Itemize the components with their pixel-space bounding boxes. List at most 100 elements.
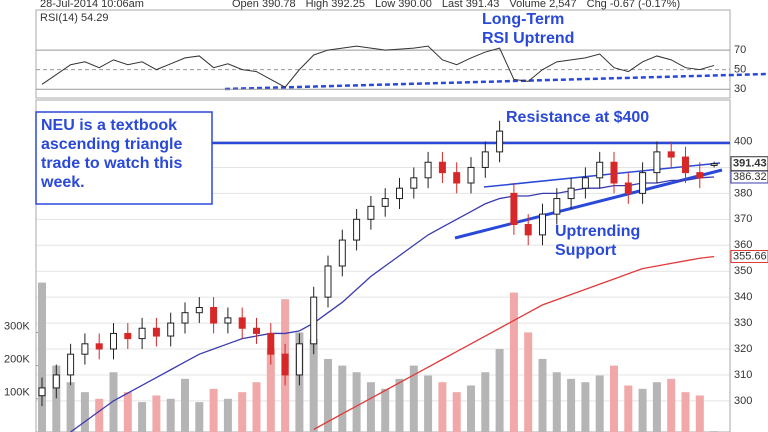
quote: Volume 2,547 xyxy=(509,0,576,10)
candle-body xyxy=(524,224,532,236)
volume-bar xyxy=(552,372,561,432)
volume-bar xyxy=(652,382,661,432)
volume-bar xyxy=(538,358,547,432)
price-panel xyxy=(35,99,731,432)
volume-bar xyxy=(595,375,604,432)
volume-bar xyxy=(209,388,218,432)
rsi-line xyxy=(41,45,715,88)
volume-bar xyxy=(52,365,61,432)
candle-body xyxy=(539,213,546,236)
volume-bar xyxy=(166,398,175,432)
last-box xyxy=(730,156,768,172)
candle-body xyxy=(124,332,132,340)
quote: Chg -0.67 (-0.17%) xyxy=(587,0,681,10)
volume-bar xyxy=(467,385,475,432)
volume-bar xyxy=(80,392,89,432)
note-box xyxy=(35,111,213,205)
volume-bar xyxy=(152,395,161,432)
candle-body xyxy=(610,161,618,184)
candle-body xyxy=(467,166,475,184)
candle-body xyxy=(438,161,446,174)
candle-body xyxy=(67,353,75,376)
volume-bar xyxy=(266,349,275,432)
volume-bar xyxy=(581,382,590,432)
volume-bar xyxy=(138,402,147,432)
ma-label: 386.32 xyxy=(733,171,767,183)
candle-body xyxy=(138,327,146,340)
moving-average xyxy=(313,255,715,430)
candle-body xyxy=(224,317,232,324)
candle-body xyxy=(496,130,504,153)
candle-body xyxy=(710,163,718,166)
rsi-tick-label: 70 xyxy=(734,44,746,56)
candle-body xyxy=(353,218,361,241)
candle-body xyxy=(338,239,346,267)
y-tick-label: 330 xyxy=(734,317,752,329)
candle-body xyxy=(95,343,103,350)
volume-bar xyxy=(424,375,433,432)
candle-body xyxy=(639,172,647,194)
volume-tick-label: 200K xyxy=(4,354,30,366)
volume-bar xyxy=(309,339,318,432)
candle-body xyxy=(238,317,246,329)
candle-body xyxy=(453,172,461,184)
volume-bar xyxy=(567,378,576,432)
volume-bar xyxy=(66,382,75,432)
volume-bar xyxy=(395,378,404,432)
candle-body xyxy=(510,192,518,225)
rsi-label: RSI(14) 54.29 xyxy=(40,12,108,24)
annotation: Long-Term RSI Uptrend xyxy=(482,11,575,47)
ma-label: 355.66 xyxy=(733,250,767,262)
candle-body xyxy=(553,198,561,215)
volume-bar xyxy=(452,392,461,432)
y-tick-label: 320 xyxy=(734,343,752,355)
candle-body xyxy=(295,343,303,376)
volume-bar xyxy=(409,365,418,432)
candle-body xyxy=(267,332,275,355)
rsi-trendline xyxy=(224,72,768,91)
rsi-panel xyxy=(35,9,731,99)
y-tick-label: 400 xyxy=(734,135,752,147)
volume-bar xyxy=(223,398,232,432)
volume-bar xyxy=(695,395,704,432)
annotation: NEU is a textbook ascending triangle tra… xyxy=(41,117,183,191)
volume-bar xyxy=(495,349,504,432)
candle-body xyxy=(181,312,189,324)
volume-bar xyxy=(338,365,347,432)
candle-body xyxy=(52,374,60,389)
quote: Low 390.00 xyxy=(375,0,432,10)
annotation: Resistance at $400 xyxy=(506,109,650,126)
rsi-tick-label: 50 xyxy=(734,64,746,76)
volume-bar xyxy=(624,385,633,432)
candle-body xyxy=(581,177,589,189)
volume-bar xyxy=(252,382,261,432)
volume-bar xyxy=(366,382,375,432)
y-tick-label: 350 xyxy=(734,265,752,277)
quote: Last 391.43 xyxy=(442,0,500,10)
rsi-tick-label: 30 xyxy=(734,83,746,95)
volume-bar xyxy=(509,292,518,432)
candle-body xyxy=(653,151,661,174)
candle-body xyxy=(195,307,203,314)
candle-body xyxy=(424,161,432,179)
candle-body xyxy=(38,387,46,397)
volume-bar xyxy=(95,398,104,432)
candle-body xyxy=(667,151,675,158)
candle-body xyxy=(381,198,389,207)
candle-body xyxy=(310,296,318,345)
date: 28-Jul-2014 10:06am xyxy=(40,0,144,10)
volume-bar xyxy=(38,282,46,432)
volume-bar xyxy=(524,332,533,432)
candle-body xyxy=(152,327,160,337)
y-tick-label: 360 xyxy=(734,239,752,251)
candle-body xyxy=(253,327,260,334)
ma-label-box xyxy=(730,250,768,264)
volume-bar xyxy=(123,392,132,432)
candle-body xyxy=(81,343,89,355)
support-line xyxy=(454,168,723,240)
candle-body xyxy=(110,332,117,350)
candle-body xyxy=(624,182,632,194)
volume-bar xyxy=(238,392,247,432)
